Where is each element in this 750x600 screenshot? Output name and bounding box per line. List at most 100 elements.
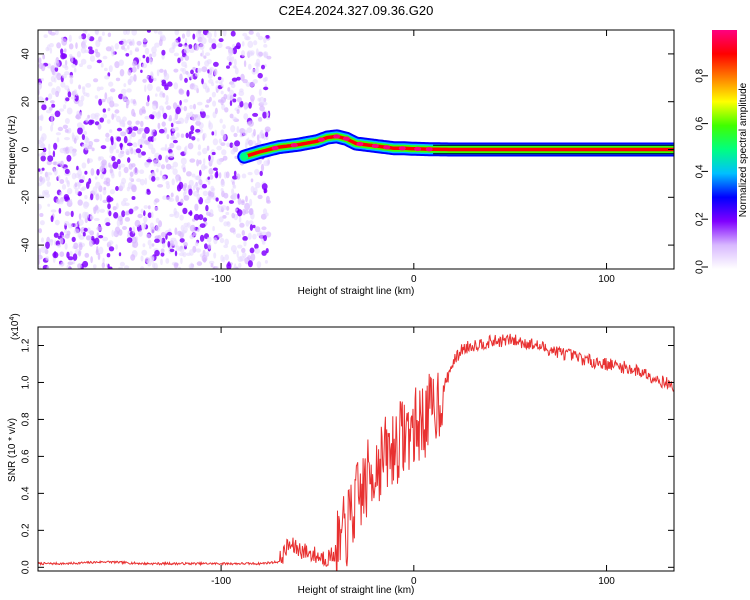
noise-speckle [238,262,242,268]
noise-speckle [144,115,150,120]
noise-speckle [163,72,170,81]
noise-speckle [196,261,203,266]
noise-speckle [202,82,208,90]
noise-speckle [193,213,200,221]
noise-speckle [46,109,52,114]
noise-speckle [64,243,68,250]
noise-speckle [140,69,143,74]
noise-speckle [177,36,181,43]
noise-speckle [154,206,159,211]
noise-speckle [114,109,120,114]
noise-speckle [121,88,127,95]
noise-speckle [142,38,148,43]
noise-speckle [194,203,199,211]
noise-speckle [260,163,265,172]
noise-speckle [259,170,263,177]
noise-speckle [50,65,56,73]
noise-speckle [124,217,131,222]
noise-speckle [217,76,222,81]
noise-speckle [197,144,201,151]
noise-speckle [56,42,61,49]
noise-speckle [213,68,218,76]
noise-speckle [157,122,161,130]
noise-speckle [84,143,90,151]
noise-speckle [184,64,188,69]
noise-speckle [108,266,113,269]
noise-speckle [63,194,70,201]
noise-speckle [254,243,259,250]
noise-speckle [219,237,225,244]
noise-speckle [160,252,165,257]
noise-speckle [108,81,114,87]
noise-speckle [149,222,154,229]
noise-speckle [248,208,253,216]
noise-speckle [65,97,70,102]
noise-speckle [53,232,59,238]
noise-speckle [189,224,196,232]
noise-speckle [204,243,208,250]
noise-speckle [63,229,68,234]
noise-speckle [154,249,160,257]
noise-speckle [45,241,50,249]
noise-speckle [48,93,53,100]
noise-speckle [247,260,253,268]
noise-speckle [106,119,111,124]
noise-speckle [109,189,115,195]
noise-speckle [50,215,54,223]
noise-speckle [68,43,74,50]
noise-speckle [59,191,63,196]
noise-speckle [244,35,250,41]
noise-speckle [159,90,164,96]
noise-speckle [41,104,47,111]
noise-speckle [258,51,264,57]
noise-region [38,30,272,269]
noise-speckle [183,45,190,50]
noise-speckle [262,111,267,119]
noise-speckle [97,156,102,162]
noise-speckle [73,137,77,144]
noise-speckle [236,250,239,258]
noise-speckle [63,48,67,53]
noise-speckle [94,95,99,99]
noise-speckle [59,237,64,245]
noise-speckle [142,43,147,48]
noise-speckle [101,159,107,166]
noise-speckle [40,246,47,253]
noise-speckle [247,171,253,176]
noise-speckle [66,264,71,269]
noise-speckle [66,251,70,259]
noise-speckle [123,30,128,35]
noise-speckle [230,149,236,155]
noise-speckle [261,231,267,236]
noise-speckle [238,216,242,223]
noise-speckle [138,230,143,237]
noise-speckle [229,48,234,56]
noise-speckle [100,173,104,180]
noise-speckle [188,179,194,187]
noise-speckle [259,96,265,105]
noise-speckle [248,30,254,35]
noise-speckle [182,184,187,192]
noise-speckle [180,224,185,232]
noise-speckle [145,233,151,239]
noise-speckle [46,181,51,187]
x-tick-label: -100 [211,576,231,587]
noise-speckle [46,172,53,176]
noise-speckle [60,81,66,88]
noise-speckle [74,173,80,179]
noise-speckle [99,86,104,91]
noise-speckle [145,56,150,64]
noise-speckle [89,119,95,125]
noise-speckle [244,142,248,149]
noise-speckle [53,161,58,166]
noise-speckle [124,265,130,269]
noise-speckle [77,127,83,135]
noise-speckle [64,118,70,124]
noise-speckle [90,213,93,221]
noise-speckle [257,117,263,122]
noise-speckle [138,127,145,132]
noise-speckle [265,231,272,238]
noise-speckle [123,83,127,88]
noise-speckle [123,166,129,174]
noise-speckle [151,46,157,54]
